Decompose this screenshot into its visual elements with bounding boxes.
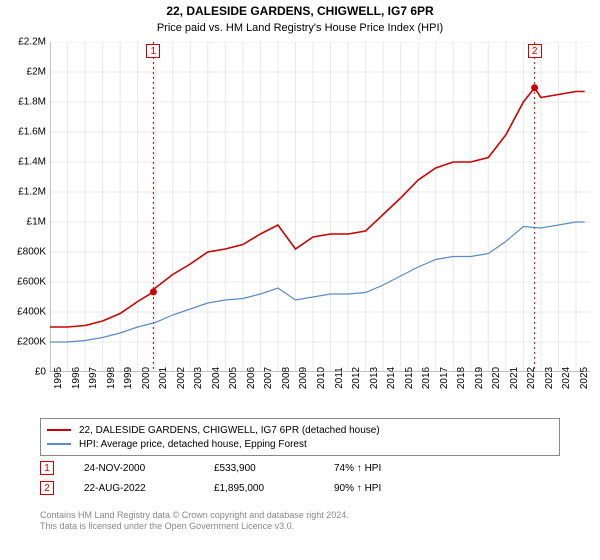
- sale-marker-date: 22-AUG-2022: [84, 483, 184, 494]
- chart-title: 22, DALESIDE GARDENS, CHIGWELL, IG7 6PR: [0, 0, 600, 20]
- footer-line-2: This data is licensed under the Open Gov…: [40, 521, 560, 532]
- y-tick-label: £2.2M: [18, 37, 46, 48]
- sale-marker-number: 1: [40, 461, 54, 475]
- sale-marker-price: £533,900: [214, 463, 304, 474]
- legend-label: HPI: Average price, detached house, Eppi…: [79, 439, 307, 450]
- footer-line-1: Contains HM Land Registry data © Crown c…: [40, 510, 560, 521]
- y-tick-label: £200K: [17, 337, 46, 348]
- chart-subtitle: Price paid vs. HM Land Registry's House …: [0, 20, 600, 34]
- sale-marker-row: 1 24-NOV-2000 £533,900 74% ↑ HPI: [40, 458, 560, 478]
- legend-swatch: [47, 443, 71, 445]
- sale-marker-price: £1,895,000: [214, 483, 304, 494]
- y-tick-label: £1M: [27, 217, 46, 228]
- plot-svg: [50, 42, 590, 372]
- legend: 22, DALESIDE GARDENS, CHIGWELL, IG7 6PR …: [40, 418, 560, 456]
- sale-marker-pct: 90% ↑ HPI: [334, 483, 424, 494]
- sale-marker-number: 2: [40, 481, 54, 495]
- y-tick-label: £1.6M: [18, 127, 46, 138]
- sale-marker-pct: 74% ↑ HPI: [334, 463, 424, 474]
- chart-container: 22, DALESIDE GARDENS, CHIGWELL, IG7 6PR …: [0, 0, 600, 560]
- y-tick-label: £1.2M: [18, 187, 46, 198]
- legend-row: 22, DALESIDE GARDENS, CHIGWELL, IG7 6PR …: [47, 423, 553, 437]
- sale-marker-date: 24-NOV-2000: [84, 463, 184, 474]
- y-tick-label: £600K: [17, 277, 46, 288]
- y-tick-label: £400K: [17, 307, 46, 318]
- sale-marker-box: 1: [146, 44, 160, 58]
- legend-row: HPI: Average price, detached house, Eppi…: [47, 437, 553, 451]
- y-tick-label: £1.8M: [18, 97, 46, 108]
- y-tick-label: £2M: [27, 67, 46, 78]
- sale-marker-table: 1 24-NOV-2000 £533,900 74% ↑ HPI 2 22-AUG-202…: [40, 458, 560, 498]
- y-tick-label: £800K: [17, 247, 46, 258]
- sale-marker-row: 2 22-AUG-2022 £1,895,000 90% ↑ HPI: [40, 478, 560, 498]
- y-tick-label: £0: [35, 367, 46, 378]
- plot-area: 12: [50, 42, 590, 372]
- y-tick-label: £1.4M: [18, 157, 46, 168]
- sale-marker-box: 2: [528, 44, 542, 58]
- y-axis: £0£200K£400K£600K£800K£1M£1.2M£1.4M£1.6M…: [6, 42, 50, 372]
- legend-swatch: [47, 429, 71, 431]
- footer-attribution: Contains HM Land Registry data © Crown c…: [40, 510, 560, 533]
- legend-label: 22, DALESIDE GARDENS, CHIGWELL, IG7 6PR …: [79, 425, 380, 436]
